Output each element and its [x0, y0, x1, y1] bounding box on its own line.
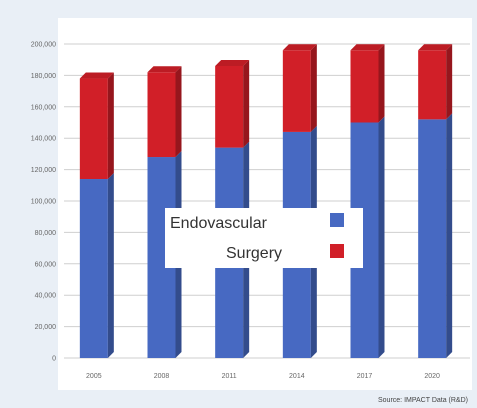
bar-top-2011 — [215, 59, 250, 66]
y-axis-ticks: 0 20,000 40,000 60,000 80,000 100,000 120,000 1… — [31, 42, 56, 363]
y-tick-label: 100,000 — [31, 199, 56, 206]
x-tick-label: 2005 — [86, 373, 102, 380]
x-tick-label: 2008 — [154, 373, 170, 380]
bar-top-2017 — [350, 44, 385, 51]
bar-side-endovascular-2005 — [107, 173, 114, 358]
y-tick-label: 140,000 — [31, 136, 56, 143]
bar-side-surgery-2011 — [243, 59, 250, 148]
y-tick-label: 200,000 — [31, 42, 56, 49]
legend-label-endovascular: Endovascular — [170, 215, 268, 232]
y-tick-label: 180,000 — [31, 73, 56, 80]
bar-surgery-2017 — [350, 50, 379, 123]
bar-side-surgery-2020 — [446, 44, 453, 120]
bar-top-2020 — [418, 44, 453, 51]
bar-side-surgery-2017 — [378, 44, 385, 123]
y-tick-label: 80,000 — [35, 230, 57, 237]
y-tick-label: 20,000 — [35, 324, 57, 331]
legend-swatch-surgery — [330, 244, 344, 258]
bar-top-2014 — [282, 44, 317, 51]
bar-top-2005 — [79, 72, 114, 79]
bar-surgery-2020 — [418, 50, 447, 120]
source-note: Source: IMPACT Data (R&D) — [378, 397, 468, 404]
bar-side-surgery-2014 — [310, 44, 317, 132]
bar-surgery-2008 — [147, 72, 176, 158]
legend-label-surgery: Surgery — [226, 245, 282, 262]
plot-background — [58, 18, 472, 390]
x-tick-label: 2011 — [222, 373, 237, 380]
y-tick-label: 40,000 — [35, 293, 57, 300]
y-tick-label: 160,000 — [31, 104, 56, 111]
bar-top-2008 — [147, 66, 182, 73]
bar-endovascular-2005 — [79, 179, 108, 358]
x-tick-label: 2017 — [357, 373, 373, 380]
y-tick-label: 0 — [52, 356, 56, 363]
bar-side-endovascular-2020 — [446, 113, 453, 358]
bar-side-endovascular-2017 — [378, 116, 385, 358]
bar-surgery-2014 — [282, 50, 311, 132]
y-tick-label: 120,000 — [31, 167, 56, 174]
y-tick-label: 60,000 — [35, 261, 57, 268]
bar-side-surgery-2008 — [175, 66, 182, 158]
legend: Endovascular Surgery — [165, 208, 363, 268]
x-axis-ticks: 2005 2008 2011 2014 2017 2020 — [86, 373, 440, 380]
x-tick-label: 2020 — [424, 373, 440, 380]
bar-endovascular-2020 — [418, 119, 447, 358]
x-tick-label: 2014 — [289, 373, 305, 380]
bar-surgery-2011 — [215, 65, 244, 148]
legend-swatch-endovascular — [330, 213, 344, 227]
bar-surgery-2005 — [79, 78, 108, 180]
bar-side-surgery-2005 — [107, 72, 114, 180]
